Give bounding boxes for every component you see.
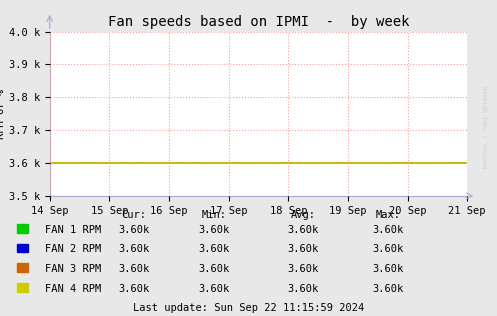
Title: Fan speeds based on IPMI  -  by week: Fan speeds based on IPMI - by week — [108, 15, 409, 29]
Text: FAN 1 RPM: FAN 1 RPM — [45, 225, 101, 235]
Text: Cur:: Cur: — [122, 210, 147, 220]
Text: 3.60k: 3.60k — [288, 244, 319, 254]
Text: 3.60k: 3.60k — [119, 264, 150, 274]
Text: 3.60k: 3.60k — [119, 225, 150, 235]
Text: 3.60k: 3.60k — [198, 244, 229, 254]
Text: 3.60k: 3.60k — [372, 264, 403, 274]
Y-axis label: RPM or %: RPM or % — [0, 89, 6, 139]
Text: 3.60k: 3.60k — [372, 244, 403, 254]
Text: Min:: Min: — [201, 210, 226, 220]
Text: 3.60k: 3.60k — [288, 264, 319, 274]
Text: 3.60k: 3.60k — [288, 225, 319, 235]
Text: 3.60k: 3.60k — [288, 283, 319, 294]
Text: 3.60k: 3.60k — [198, 283, 229, 294]
Text: FAN 2 RPM: FAN 2 RPM — [45, 244, 101, 254]
Text: RRDTOOL / TOBI OETIKER: RRDTOOL / TOBI OETIKER — [483, 85, 488, 168]
Text: 3.60k: 3.60k — [119, 283, 150, 294]
Text: 3.60k: 3.60k — [372, 283, 403, 294]
Text: 3.60k: 3.60k — [372, 225, 403, 235]
Text: FAN 4 RPM: FAN 4 RPM — [45, 283, 101, 294]
Text: Avg:: Avg: — [291, 210, 316, 220]
Text: Last update: Sun Sep 22 11:15:59 2024: Last update: Sun Sep 22 11:15:59 2024 — [133, 303, 364, 313]
Text: Max:: Max: — [375, 210, 400, 220]
Text: FAN 3 RPM: FAN 3 RPM — [45, 264, 101, 274]
Text: 3.60k: 3.60k — [198, 225, 229, 235]
Text: 3.60k: 3.60k — [198, 264, 229, 274]
Text: 3.60k: 3.60k — [119, 244, 150, 254]
